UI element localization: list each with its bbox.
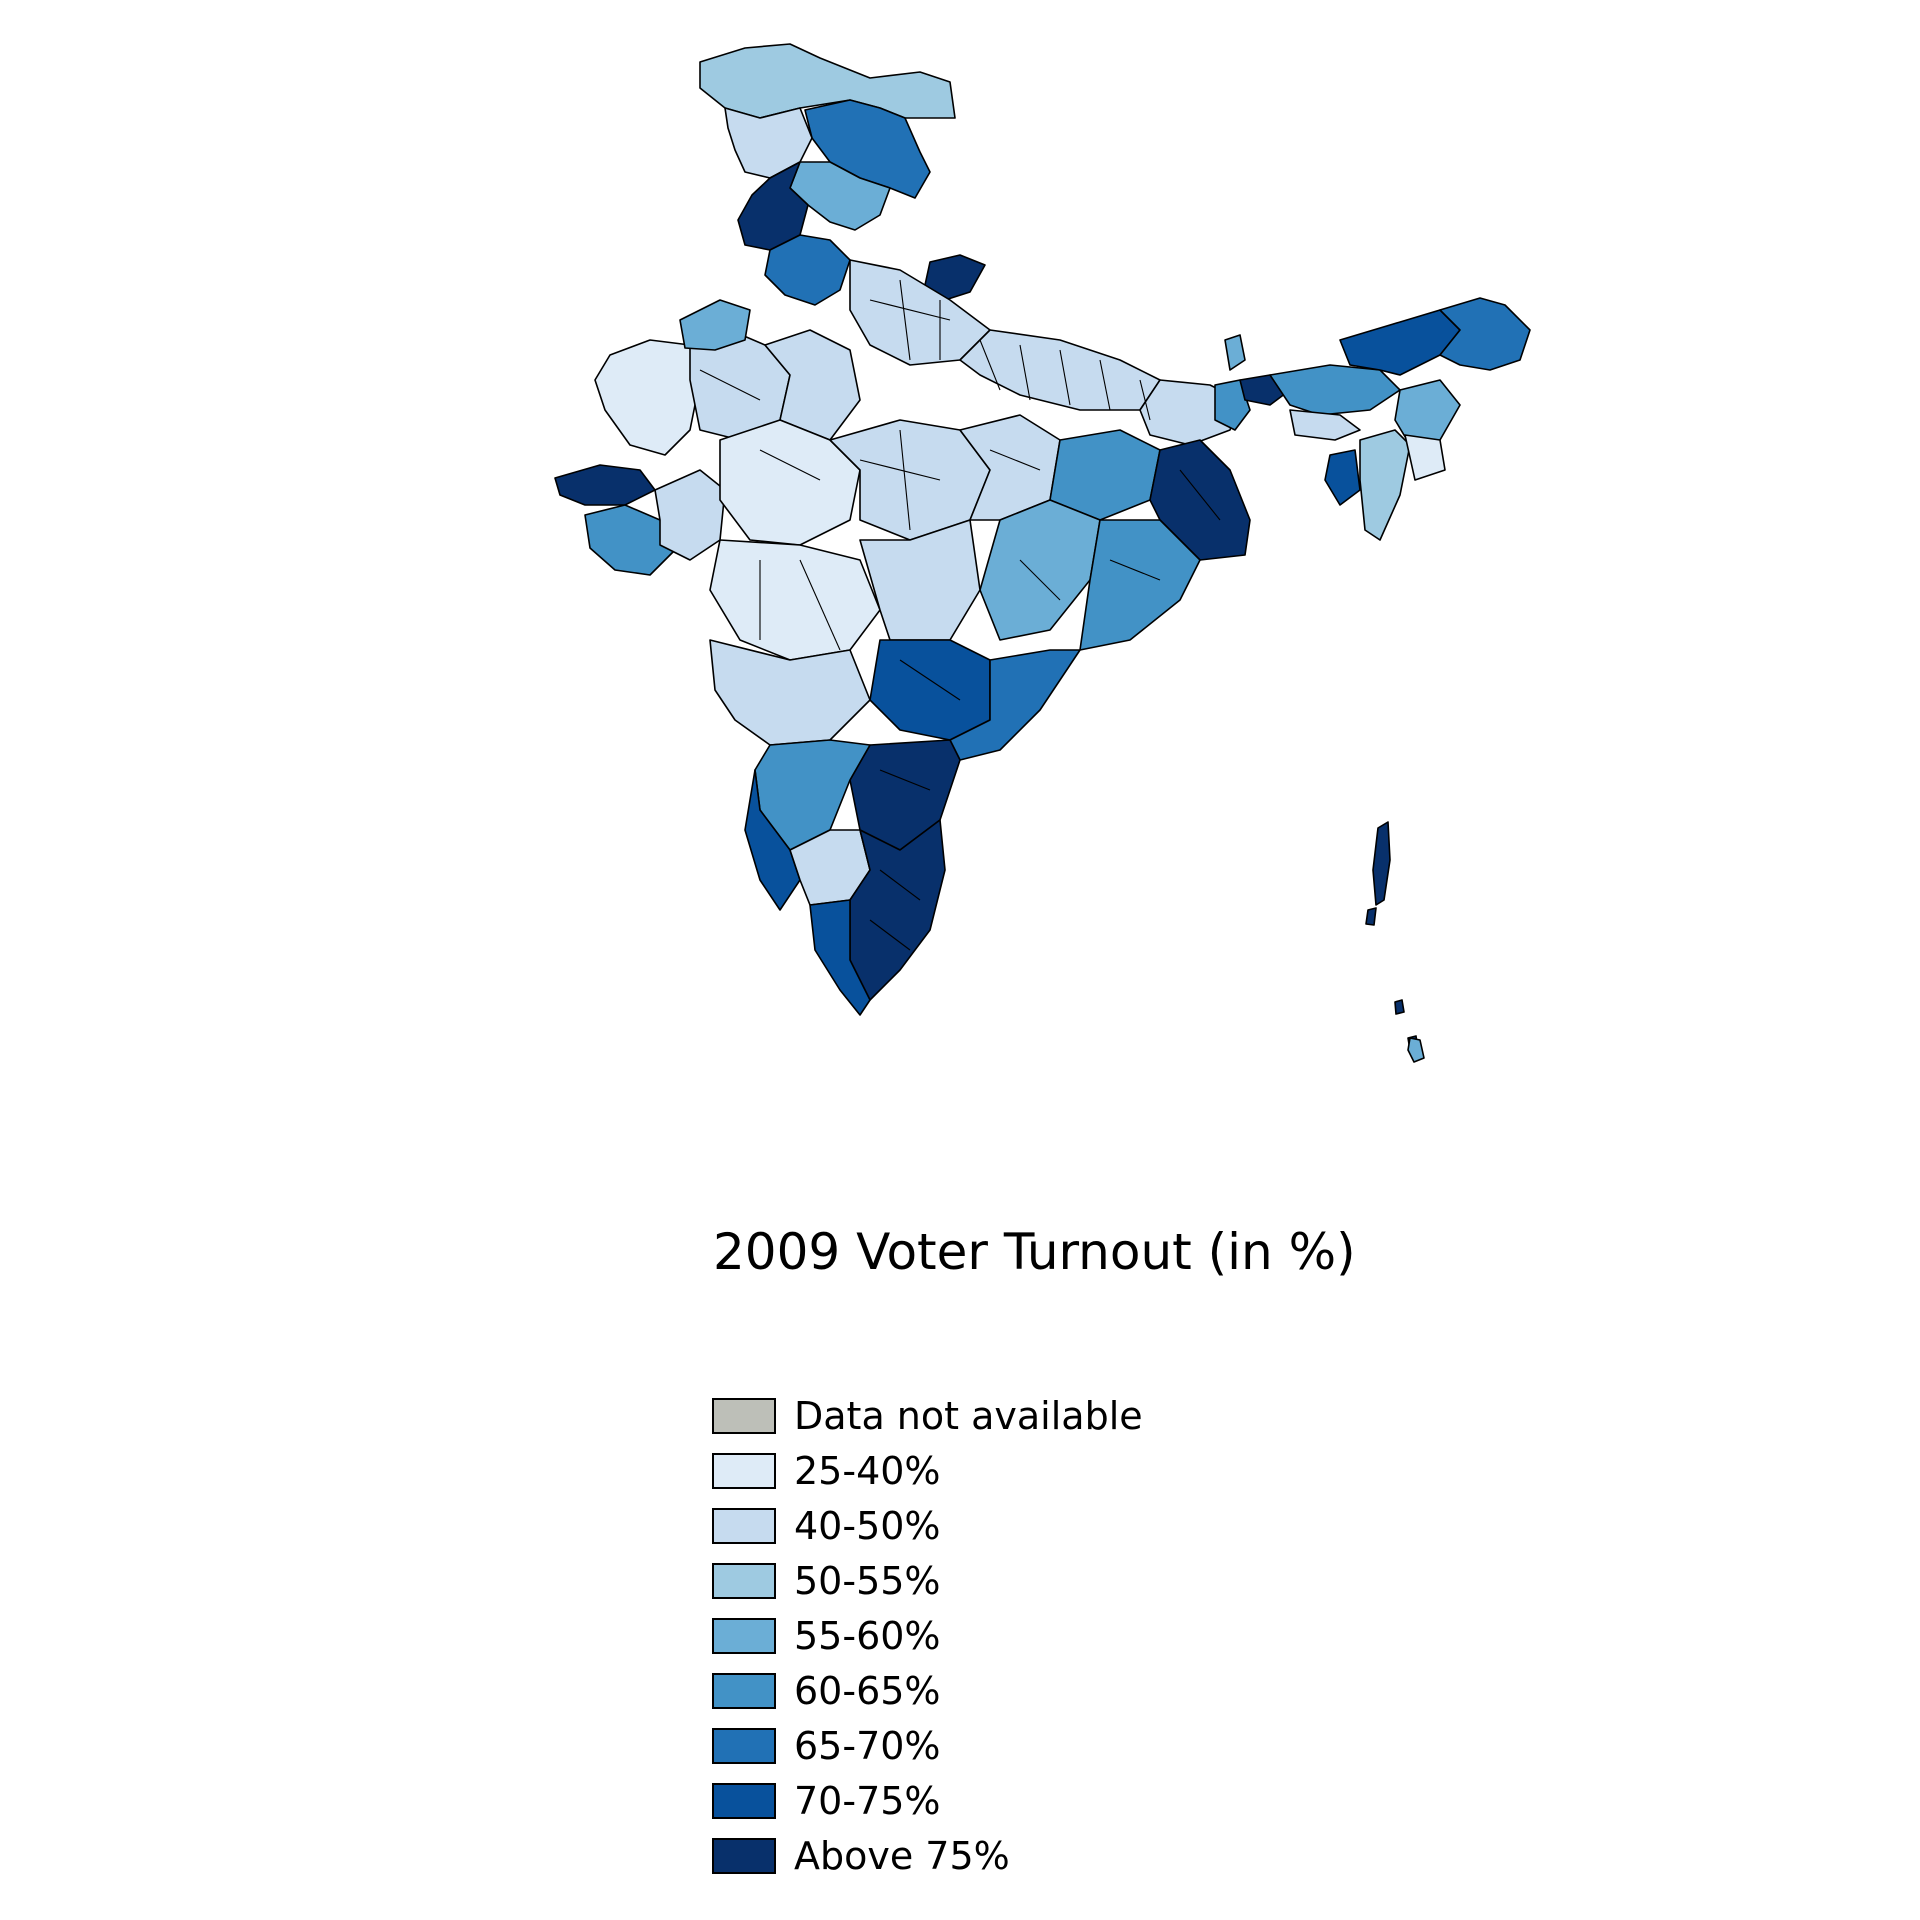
region-chhattisgarh [979, 499, 1101, 641]
legend-item-50-55: 50-55% [712, 1553, 1143, 1608]
region-andaman [1372, 821, 1391, 906]
legend-label: 55-60% [794, 1613, 941, 1658]
legend-swatch [712, 1782, 776, 1819]
region-nicobar-4 [1365, 907, 1377, 926]
region-tripura [1324, 449, 1361, 506]
region-assam [1269, 364, 1401, 416]
region-wb-north [1214, 379, 1251, 431]
region-tripura-mizoram [1359, 429, 1411, 541]
region-kutch [554, 464, 656, 506]
region-sikkim [1224, 334, 1246, 371]
legend-swatch [712, 1507, 776, 1544]
region-telangana [869, 639, 991, 741]
legend-item-40-50: 40-50% [712, 1498, 1143, 1553]
region-rajasthan-west [594, 339, 701, 456]
region-gujarat-saurashtra [584, 504, 676, 576]
legend-label: Above 75% [794, 1833, 1010, 1878]
legend-item-data-not-available: Data not available [712, 1388, 1143, 1443]
region-karnataka-west [744, 769, 801, 911]
legend-label: 50-55% [794, 1558, 941, 1603]
legend-label: 65-70% [794, 1723, 941, 1768]
legend-item-70-75: 70-75% [712, 1773, 1143, 1828]
region-gujarat-east [654, 469, 726, 561]
map-title: 2009 Voter Turnout (in %) [713, 1223, 1356, 1281]
region-mp-west [719, 419, 861, 546]
map-legend: Data not available 25-40% 40-50% 50-55% … [712, 1388, 1143, 1883]
legend-swatch [712, 1617, 776, 1654]
legend-swatch [712, 1672, 776, 1709]
legend-label: 40-50% [794, 1503, 941, 1548]
region-rajasthan-north [679, 299, 751, 351]
region-kerala [809, 899, 871, 1016]
region-maharashtra-east [859, 519, 981, 641]
region-west-bengal [1149, 439, 1251, 561]
region-manipur [1404, 434, 1446, 481]
region-nicobar-1 [1394, 999, 1405, 1015]
legend-item-60-65: 60-65% [712, 1663, 1143, 1718]
region-ladakh [804, 99, 931, 199]
legend-item-25-40: 25-40% [712, 1443, 1143, 1498]
region-rajasthan-east [764, 329, 861, 441]
legend-swatch [712, 1562, 776, 1599]
district-boundaries [699, 279, 1221, 951]
region-odisha [1079, 519, 1201, 651]
region-arunachal-west [1339, 309, 1461, 376]
region-maharashtra-north [709, 539, 881, 661]
legend-item-65-70: 65-70% [712, 1718, 1143, 1773]
region-arunachal-east [1439, 297, 1531, 371]
region-tamilnadu [849, 819, 946, 1001]
region-up-east [959, 329, 1161, 411]
region-andhra-coast [949, 649, 1081, 761]
legend-item-55-60: 55-60% [712, 1608, 1143, 1663]
legend-label: 60-65% [794, 1668, 941, 1713]
region-nicobar-3 [1407, 1037, 1425, 1063]
legend-swatch [712, 1837, 776, 1874]
legend-swatch [712, 1452, 776, 1489]
legend-label: 70-75% [794, 1778, 941, 1823]
legend-item-above-75: Above 75% [712, 1828, 1143, 1883]
legend-swatch [712, 1397, 776, 1434]
legend-swatch [712, 1727, 776, 1764]
legend-label: 25-40% [794, 1448, 941, 1493]
legend-label: Data not available [794, 1393, 1143, 1438]
region-meghalaya [1289, 409, 1361, 441]
region-haryana [764, 234, 851, 306]
